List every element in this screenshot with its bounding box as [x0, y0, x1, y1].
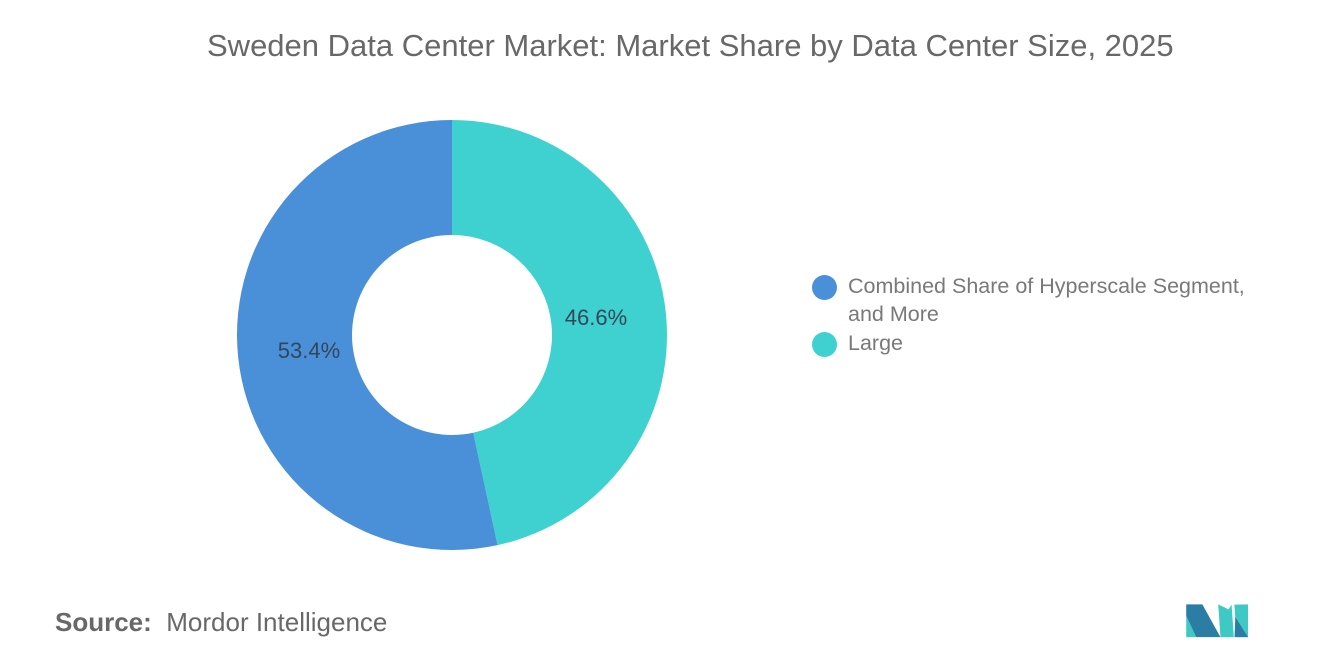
- svg-text:46.6%: 46.6%: [565, 305, 627, 330]
- svg-text:53.4%: 53.4%: [278, 338, 340, 363]
